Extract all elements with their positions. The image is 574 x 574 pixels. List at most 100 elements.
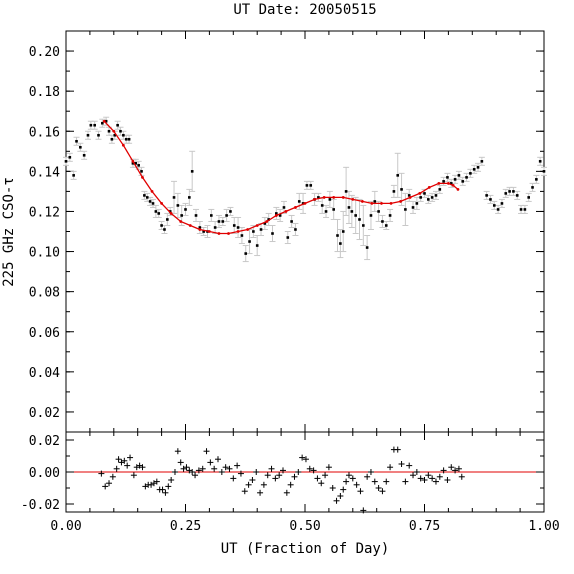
residual-point: [357, 488, 364, 495]
data-point: [151, 202, 155, 205]
fit-point: [456, 187, 460, 191]
residual-point: [333, 497, 340, 504]
data-point: [365, 246, 369, 249]
fit-point: [427, 185, 431, 189]
residual-point: [406, 462, 413, 469]
data-point: [68, 156, 72, 159]
data-point: [320, 204, 324, 207]
fit-point: [370, 202, 374, 205]
data-point: [140, 170, 143, 173]
y-tick-label: 0.00: [29, 466, 60, 481]
data-point: [400, 188, 403, 191]
residual-point: [280, 467, 287, 474]
data-point: [347, 206, 351, 209]
data-point: [344, 190, 348, 193]
data-point: [172, 196, 176, 199]
residual-point: [322, 472, 329, 479]
residual-point: [207, 459, 214, 466]
data-point: [198, 226, 202, 229]
data-point: [127, 137, 131, 141]
y-tick-label: 0.06: [29, 326, 60, 341]
data-point: [423, 192, 426, 195]
fit-point: [322, 196, 326, 199]
data-point: [252, 230, 255, 233]
fit-point: [141, 175, 144, 179]
residual-point: [306, 465, 313, 472]
data-point: [210, 214, 213, 217]
data-point: [508, 190, 511, 193]
data-point: [324, 210, 328, 213]
residual-point: [353, 481, 360, 488]
x-tick-label: 0.00: [50, 519, 81, 534]
residual-point: [444, 477, 451, 483]
x-tick-label: 1.00: [528, 519, 559, 534]
data-point: [446, 176, 449, 179]
data-point: [225, 214, 228, 217]
residual-point: [195, 467, 202, 474]
residual-point: [171, 469, 178, 475]
fit-point: [179, 220, 183, 223]
data-point: [190, 170, 194, 173]
residual-point: [130, 472, 137, 479]
residual-point: [325, 464, 332, 471]
residual-point: [257, 489, 264, 496]
data-point: [286, 236, 290, 239]
residual-point: [102, 483, 109, 490]
fit-point: [227, 232, 230, 235]
data-point: [176, 204, 180, 207]
fit-point: [360, 200, 364, 203]
data-point: [143, 194, 146, 197]
residual-point: [302, 456, 309, 463]
residual-point: [287, 481, 294, 488]
data-point: [407, 194, 411, 197]
residual-point: [398, 461, 405, 467]
data-point: [476, 166, 480, 169]
data-point: [381, 220, 384, 223]
data-point: [512, 190, 515, 193]
residual-point: [260, 481, 267, 488]
fit-point: [160, 202, 164, 205]
data-point: [119, 129, 122, 133]
data-point: [263, 222, 267, 225]
residual-point: [318, 480, 325, 487]
residual-point: [329, 485, 336, 491]
residual-point: [429, 475, 436, 482]
y-tick-label: 0.04: [29, 366, 60, 381]
residual-point: [174, 448, 181, 455]
data-point: [465, 176, 468, 179]
data-point: [538, 160, 542, 163]
fit-point: [217, 232, 221, 235]
residual-point: [413, 469, 420, 475]
data-point: [427, 198, 430, 201]
x-axis-title: UT (Fraction of Day): [221, 541, 390, 557]
fit-point: [303, 202, 307, 205]
data-point: [297, 200, 301, 203]
residual-point: [299, 454, 306, 461]
residual-point: [417, 475, 424, 482]
x-tick-label: 0.50: [289, 519, 320, 534]
data-point: [527, 196, 531, 199]
residual-point: [448, 464, 455, 471]
residual-point: [272, 475, 279, 482]
data-point: [188, 196, 191, 199]
residual-point: [159, 486, 166, 493]
data-point: [232, 224, 236, 227]
residual-point: [245, 481, 252, 488]
residual-point: [364, 473, 371, 480]
data-point: [93, 123, 96, 127]
residual-point: [425, 472, 432, 479]
fit-point: [451, 183, 455, 187]
residual-point: [139, 464, 146, 471]
fit-point: [341, 196, 345, 199]
data-point: [519, 208, 523, 211]
residual-point: [230, 475, 237, 482]
residual-point: [394, 446, 401, 453]
residual-point: [165, 483, 172, 490]
data-point: [305, 184, 309, 187]
residual-point: [340, 486, 347, 493]
fit-point: [313, 198, 316, 201]
data-point: [384, 224, 388, 227]
residual-point: [124, 462, 131, 469]
fit-point: [265, 220, 269, 223]
residual-point: [410, 472, 417, 479]
